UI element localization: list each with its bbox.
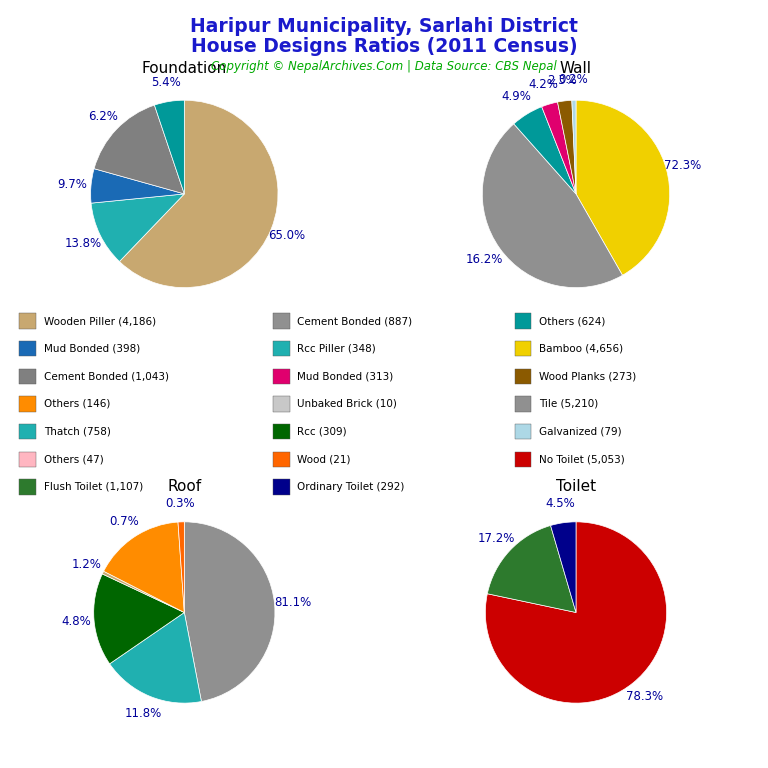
Text: Tile (5,210): Tile (5,210) — [539, 399, 598, 409]
Text: 1.2%: 1.2% — [71, 558, 101, 571]
Text: Ordinary Toilet (292): Ordinary Toilet (292) — [297, 482, 405, 492]
Title: Toilet: Toilet — [556, 478, 596, 494]
Wedge shape — [104, 522, 184, 613]
Wedge shape — [485, 522, 667, 703]
Text: Mud Bonded (313): Mud Bonded (313) — [297, 371, 393, 382]
Wedge shape — [551, 522, 576, 613]
Text: 81.1%: 81.1% — [274, 596, 311, 609]
Text: 13.8%: 13.8% — [65, 237, 101, 250]
Text: Cement Bonded (887): Cement Bonded (887) — [297, 316, 412, 326]
Text: House Designs Ratios (2011 Census): House Designs Ratios (2011 Census) — [190, 37, 578, 56]
Wedge shape — [572, 101, 576, 194]
Wedge shape — [154, 101, 184, 194]
Wedge shape — [488, 525, 576, 613]
Wedge shape — [94, 574, 184, 664]
Text: 11.8%: 11.8% — [124, 707, 161, 720]
Text: 9.7%: 9.7% — [58, 177, 88, 190]
Text: 2.3%: 2.3% — [548, 74, 577, 87]
Text: Flush Toilet (1,107): Flush Toilet (1,107) — [44, 482, 143, 492]
Title: Roof: Roof — [167, 478, 201, 494]
Wedge shape — [91, 194, 184, 262]
Text: Galvanized (79): Galvanized (79) — [539, 426, 622, 437]
Wedge shape — [110, 613, 201, 703]
Text: Others (146): Others (146) — [44, 399, 110, 409]
Wedge shape — [178, 522, 184, 613]
Wedge shape — [102, 571, 184, 613]
Text: 72.3%: 72.3% — [664, 159, 701, 172]
Wedge shape — [576, 101, 670, 275]
Wedge shape — [120, 101, 278, 287]
Wedge shape — [541, 102, 576, 194]
Text: Thatch (758): Thatch (758) — [44, 426, 111, 437]
Text: 17.2%: 17.2% — [478, 532, 515, 545]
Text: 16.2%: 16.2% — [466, 253, 503, 266]
Wedge shape — [482, 124, 623, 287]
Wedge shape — [558, 101, 576, 194]
Text: Cement Bonded (1,043): Cement Bonded (1,043) — [44, 371, 169, 382]
Text: 0.3%: 0.3% — [166, 498, 195, 510]
Text: Rcc (309): Rcc (309) — [297, 426, 347, 437]
Text: 4.9%: 4.9% — [502, 90, 531, 103]
Title: Wall: Wall — [560, 61, 592, 75]
Text: 5.4%: 5.4% — [151, 77, 181, 89]
Wedge shape — [184, 522, 275, 701]
Text: Others (624): Others (624) — [539, 316, 605, 326]
Text: Others (47): Others (47) — [44, 454, 104, 465]
Wedge shape — [514, 107, 576, 194]
Text: 78.3%: 78.3% — [626, 690, 663, 703]
Text: Unbaked Brick (10): Unbaked Brick (10) — [297, 399, 397, 409]
Text: 4.8%: 4.8% — [61, 615, 91, 627]
Text: No Toilet (5,053): No Toilet (5,053) — [539, 454, 625, 465]
Text: Mud Bonded (398): Mud Bonded (398) — [44, 343, 140, 354]
Text: Bamboo (4,656): Bamboo (4,656) — [539, 343, 624, 354]
Text: Wood (21): Wood (21) — [297, 454, 351, 465]
Text: Rcc Piller (348): Rcc Piller (348) — [297, 343, 376, 354]
Wedge shape — [94, 105, 184, 194]
Text: Copyright © NepalArchives.Com | Data Source: CBS Nepal: Copyright © NepalArchives.Com | Data Sou… — [211, 60, 557, 73]
Text: 0.7%: 0.7% — [110, 515, 139, 528]
Text: 4.5%: 4.5% — [545, 497, 575, 509]
Text: Wood Planks (273): Wood Planks (273) — [539, 371, 637, 382]
Text: 65.0%: 65.0% — [268, 229, 306, 242]
Text: 4.2%: 4.2% — [529, 78, 558, 91]
Title: Foundation: Foundation — [141, 61, 227, 75]
Text: Haripur Municipality, Sarlahi District: Haripur Municipality, Sarlahi District — [190, 17, 578, 36]
Text: 6.2%: 6.2% — [88, 110, 118, 123]
Wedge shape — [91, 169, 184, 204]
Text: 0.2%: 0.2% — [558, 73, 588, 86]
Text: Wooden Piller (4,186): Wooden Piller (4,186) — [44, 316, 156, 326]
